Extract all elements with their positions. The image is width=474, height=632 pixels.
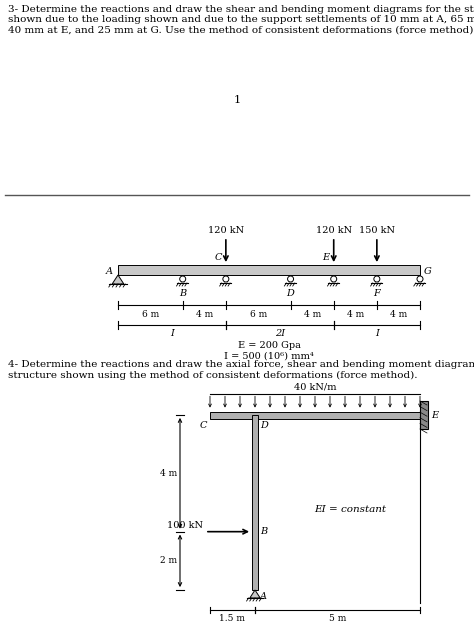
Text: 6 m: 6 m [142, 310, 159, 319]
Text: 5 m: 5 m [329, 614, 346, 623]
Bar [420, 401, 428, 429]
Text: C: C [214, 253, 222, 262]
Text: EI = constant: EI = constant [314, 506, 386, 514]
Text: 2I: 2I [275, 329, 285, 338]
Text: B: B [179, 289, 186, 298]
Circle shape [180, 276, 186, 282]
Circle shape [288, 276, 293, 282]
Text: 1.5 m: 1.5 m [219, 614, 246, 623]
Text: 150 kN: 150 kN [359, 226, 395, 235]
Circle shape [223, 276, 229, 282]
Text: G: G [424, 267, 432, 276]
Text: 4 m: 4 m [346, 310, 364, 319]
Text: I = 500 (10⁶) mm⁴: I = 500 (10⁶) mm⁴ [224, 352, 314, 361]
Text: 40 kN/m: 40 kN/m [294, 382, 336, 391]
Bar [210, 411, 420, 418]
Text: 4 m: 4 m [196, 310, 213, 319]
Circle shape [331, 276, 337, 282]
Circle shape [417, 276, 423, 282]
Circle shape [374, 276, 380, 282]
Bar [118, 265, 420, 275]
Text: 2 m: 2 m [160, 556, 177, 566]
Text: 120 kN: 120 kN [316, 226, 352, 235]
Text: I: I [170, 329, 174, 338]
Text: F: F [374, 289, 380, 298]
Text: 4 m: 4 m [390, 310, 407, 319]
Text: E: E [431, 411, 438, 420]
Text: 4 m: 4 m [160, 469, 177, 478]
Text: 100 kN: 100 kN [167, 521, 203, 530]
Text: E = 200 Gpa: E = 200 Gpa [237, 341, 301, 350]
Text: 4 m: 4 m [303, 310, 321, 319]
Text: 4- Determine the reactions and draw the axial force, shear and bending moment di: 4- Determine the reactions and draw the … [8, 360, 474, 380]
Text: 1: 1 [233, 95, 241, 105]
Text: 6 m: 6 m [250, 310, 267, 319]
Text: D: D [260, 420, 268, 430]
Text: 3- Determine the reactions and draw the shear and bending moment diagrams for th: 3- Determine the reactions and draw the … [8, 5, 474, 35]
Text: A: A [106, 267, 113, 276]
Text: C: C [200, 420, 207, 430]
Text: 120 kN: 120 kN [208, 226, 244, 235]
Bar [252, 415, 258, 590]
Polygon shape [112, 275, 124, 284]
Text: I: I [375, 329, 379, 338]
Text: A: A [260, 592, 267, 601]
Text: B: B [260, 527, 267, 536]
Text: E: E [323, 253, 330, 262]
Polygon shape [250, 590, 260, 598]
Text: D: D [287, 289, 294, 298]
